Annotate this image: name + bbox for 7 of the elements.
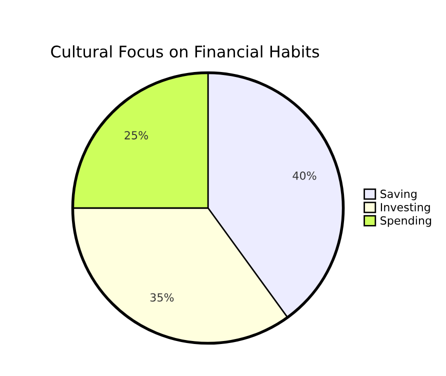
legend-label: Spending xyxy=(380,216,432,227)
data-label: 40% xyxy=(292,171,316,180)
data-label: 35% xyxy=(150,293,174,302)
data-label: 25% xyxy=(124,131,148,140)
legend-label: Saving xyxy=(380,189,416,200)
chart-title: Cultural Focus on Financial Habits xyxy=(51,45,320,58)
legend-label: Investing xyxy=(380,202,430,214)
